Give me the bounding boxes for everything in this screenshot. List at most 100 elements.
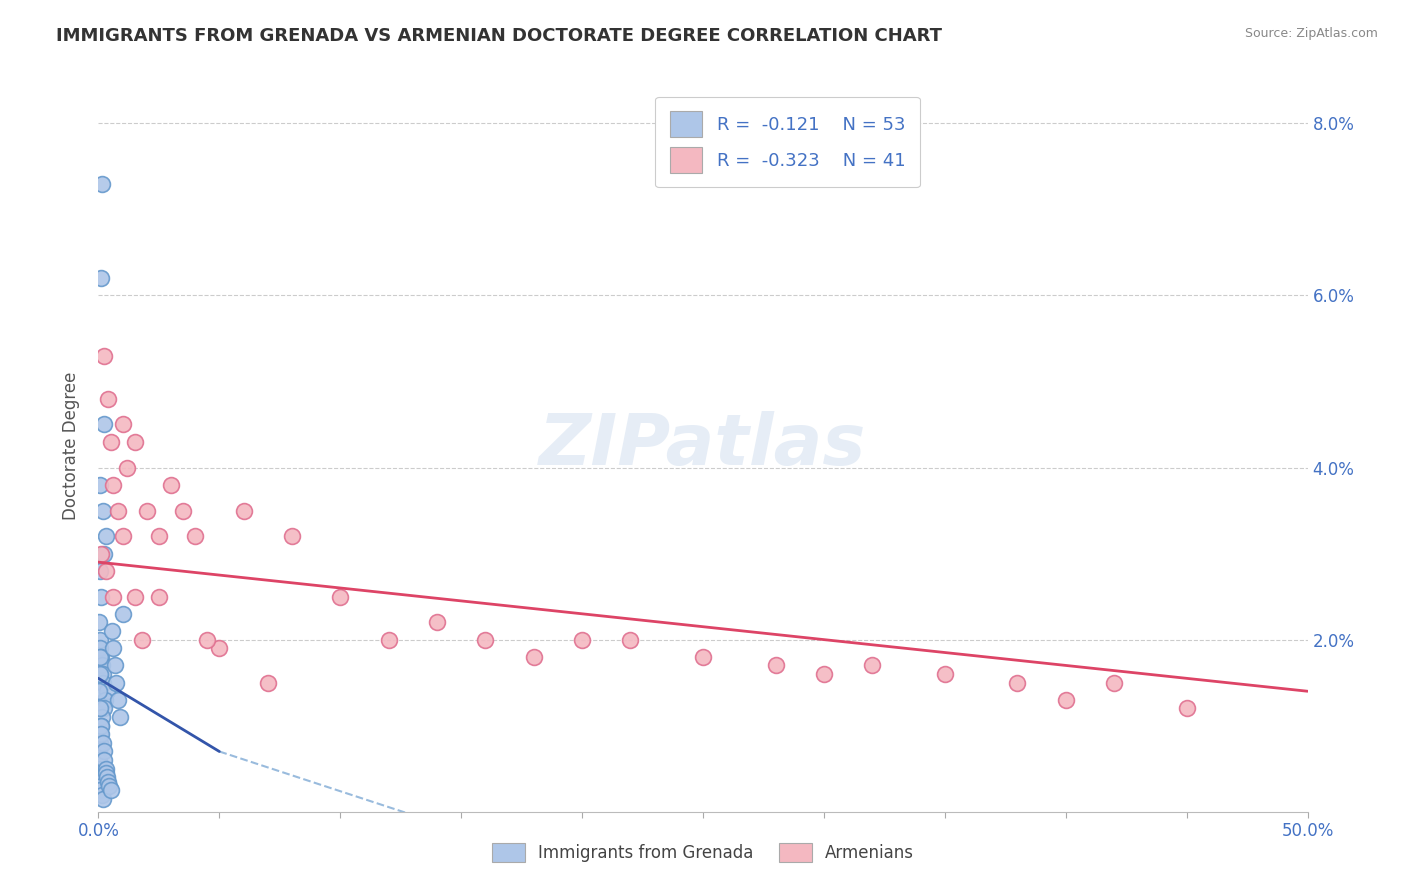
Point <box>104 675 127 690</box>
Point <box>94 762 117 776</box>
Point <box>96 684 118 698</box>
Point <box>101 590 124 604</box>
Point <box>124 590 146 604</box>
Text: Source: ZipAtlas.com: Source: ZipAtlas.com <box>1244 27 1378 40</box>
Point <box>90 727 112 741</box>
Point <box>256 675 278 690</box>
Point <box>91 792 114 806</box>
Point <box>89 762 111 776</box>
Point <box>93 701 115 715</box>
Point <box>90 779 112 793</box>
Point <box>148 590 170 604</box>
Point <box>111 529 134 543</box>
Point <box>90 719 112 733</box>
Point <box>89 770 111 784</box>
Point <box>1102 675 1125 690</box>
Point <box>89 641 111 656</box>
Point <box>160 477 183 491</box>
Point <box>571 632 593 647</box>
Point <box>124 434 146 449</box>
Text: IMMIGRANTS FROM GRENADA VS ARMENIAN DOCTORATE DEGREE CORRELATION CHART: IMMIGRANTS FROM GRENADA VS ARMENIAN DOCT… <box>56 27 942 45</box>
Point <box>96 770 118 784</box>
Point <box>97 774 120 789</box>
Point <box>98 779 121 793</box>
Point <box>208 641 231 656</box>
Point <box>89 744 111 758</box>
Point <box>89 736 111 750</box>
Point <box>107 503 129 517</box>
Point <box>89 783 111 797</box>
Point <box>148 529 170 543</box>
Point <box>93 417 115 432</box>
Point <box>1054 693 1077 707</box>
Point <box>89 649 111 664</box>
Point <box>111 607 134 621</box>
Point <box>94 693 117 707</box>
Point <box>100 783 122 797</box>
Point <box>108 710 131 724</box>
Text: ZIPatlas: ZIPatlas <box>540 411 866 481</box>
Y-axis label: Doctorate Degree: Doctorate Degree <box>62 372 80 520</box>
Point <box>934 667 956 681</box>
Point <box>89 667 111 681</box>
Point <box>91 667 114 681</box>
Point <box>89 727 111 741</box>
Point <box>91 675 114 690</box>
Point <box>107 693 129 707</box>
Point <box>90 547 112 561</box>
Point <box>93 349 115 363</box>
Point <box>91 658 114 673</box>
Point <box>101 477 124 491</box>
Point <box>100 624 122 638</box>
Point <box>90 719 112 733</box>
Point <box>377 632 399 647</box>
Point <box>93 753 115 767</box>
Point <box>103 641 125 656</box>
Point <box>329 590 352 604</box>
Legend: Immigrants from Grenada, Armenians: Immigrants from Grenada, Armenians <box>484 834 922 871</box>
Point <box>135 503 157 517</box>
Point <box>426 615 449 630</box>
Point <box>117 460 139 475</box>
Point <box>813 667 835 681</box>
Point <box>281 529 304 543</box>
Point <box>131 632 153 647</box>
Point <box>619 632 641 647</box>
Point <box>89 615 111 630</box>
Point <box>195 632 218 647</box>
Point <box>96 766 118 780</box>
Point <box>692 649 714 664</box>
Point <box>91 788 114 802</box>
Point <box>91 710 114 724</box>
Point <box>172 503 194 517</box>
Point <box>104 658 127 673</box>
Point <box>94 529 117 543</box>
Point <box>1007 675 1029 690</box>
Point <box>97 392 120 406</box>
Point <box>91 177 114 191</box>
Point <box>474 632 496 647</box>
Point <box>90 649 112 664</box>
Point <box>765 658 787 673</box>
Point <box>90 271 112 285</box>
Point <box>100 434 122 449</box>
Point <box>89 632 111 647</box>
Point <box>89 701 111 715</box>
Point <box>91 503 114 517</box>
Point <box>93 547 115 561</box>
Point <box>91 736 114 750</box>
Point <box>1175 701 1198 715</box>
Point <box>90 590 112 604</box>
Point <box>87 753 110 767</box>
Point <box>89 477 111 491</box>
Point <box>93 744 115 758</box>
Point <box>860 658 883 673</box>
Point <box>111 417 134 432</box>
Point <box>89 564 111 578</box>
Legend: R =  -0.121    N = 53, R =  -0.323    N = 41: R = -0.121 N = 53, R = -0.323 N = 41 <box>655 96 920 187</box>
Point <box>184 529 207 543</box>
Point <box>89 684 111 698</box>
Point <box>232 503 254 517</box>
Point <box>94 564 117 578</box>
Point <box>523 649 546 664</box>
